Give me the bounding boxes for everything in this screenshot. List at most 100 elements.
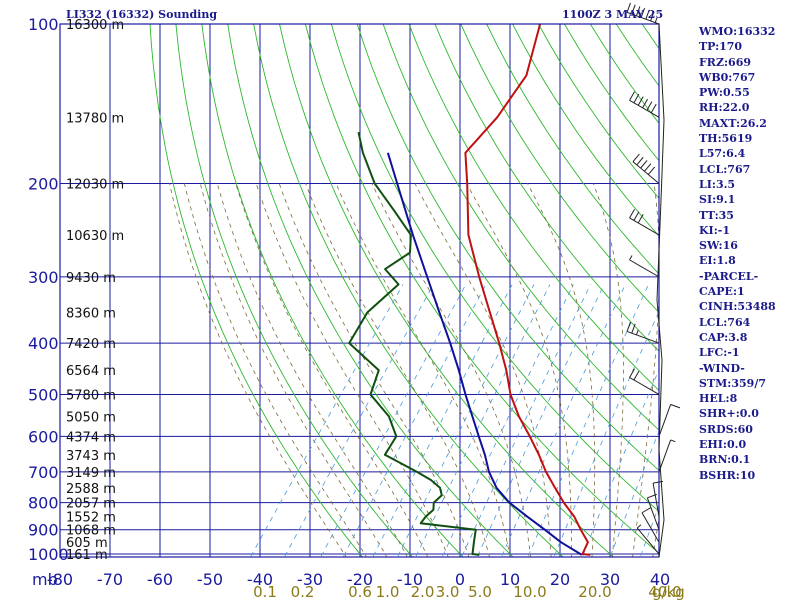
wind-barb-flag	[629, 208, 635, 219]
moist-adiabat	[278, 183, 470, 557]
wind-barb-flag	[632, 153, 640, 163]
index-line: STM:359/7	[699, 376, 766, 390]
mixing-ratio-label: 10.0	[513, 583, 546, 600]
moist-adiabat	[169, 183, 347, 557]
height-label: 1552 m	[66, 511, 116, 526]
height-label: 8360 m	[66, 306, 116, 321]
pressure-tick-label: 600	[28, 427, 59, 446]
temperature-tick-label: -40	[247, 570, 273, 589]
pressure-tick-label: 200	[28, 175, 59, 194]
moist-adiabat	[371, 183, 532, 557]
wind-barb-half	[629, 255, 633, 261]
height-label: 2588 m	[66, 482, 116, 497]
height-label: 3743 m	[66, 449, 116, 464]
moist-adiabat	[527, 183, 596, 557]
wind-barb-flag	[633, 93, 640, 104]
temperature-tick-label: 0	[455, 570, 465, 589]
index-line: CAPE:1	[699, 285, 745, 299]
mixing-ratio-line	[441, 284, 574, 557]
pressure-tick-label: 1000	[28, 545, 69, 564]
mixing-ratio-line	[553, 310, 659, 557]
wind-barb	[658, 404, 672, 437]
index-line: EHI:0.0	[699, 438, 747, 452]
mixing-ratio-label: 0.1	[253, 583, 277, 600]
temperature-tick-label: 40	[650, 570, 670, 589]
index-line: CINH:53488	[699, 300, 776, 314]
wind-barb-flag	[647, 166, 656, 175]
temperature-tick-label: 20	[550, 570, 570, 589]
moist-adiabat	[466, 183, 572, 557]
moist-adiabat	[305, 183, 490, 557]
height-label: 10630 m	[66, 229, 124, 244]
mixing-ratio-line	[415, 284, 551, 557]
wind-barb	[626, 11, 660, 25]
index-line: -WIND-	[699, 361, 745, 375]
mixing-ratio-label: 1.0	[376, 583, 400, 600]
wind-barb	[652, 483, 660, 517]
mixing-ratio-label: 2.0	[411, 583, 435, 600]
index-line: BRN:0.1	[699, 453, 751, 467]
temperature-tick-label: 30	[600, 570, 620, 589]
plot-area	[60, 24, 659, 557]
dry-adiabat	[434, 24, 659, 352]
moist-adiabat	[184, 183, 368, 557]
moist-adiabat	[414, 183, 552, 557]
dewpoint-line	[348, 131, 480, 556]
mixing-ratio-line	[609, 430, 659, 557]
pressure-tick-label: 900	[28, 521, 59, 540]
moist-adiabat	[593, 183, 624, 557]
mixing-ratio-label: 3.0	[436, 583, 460, 600]
wind-barb-flag	[646, 101, 653, 111]
index-line: -PARCEL-	[699, 269, 759, 283]
wind-barb-flag	[640, 7, 646, 18]
wind-barb-flag	[637, 213, 644, 224]
wind-barb-flag	[629, 368, 635, 378]
wind-barb-flag	[644, 163, 652, 172]
dry-adiabat	[149, 24, 364, 557]
mixing-ratio-label: 0.2	[291, 583, 315, 600]
wind-barb-flag	[631, 4, 636, 15]
height-label: 5780 m	[66, 388, 116, 403]
index-line: LFC:-1	[699, 346, 740, 360]
mixing-ratio-line	[461, 284, 591, 557]
index-line: TT:35	[699, 208, 734, 222]
dry-adiabat	[408, 24, 659, 392]
wind-barb	[646, 497, 660, 530]
moist-adiabat	[216, 183, 408, 557]
moist-adiabat	[235, 183, 429, 557]
index-line: HEL:8	[699, 392, 738, 406]
wind-barb-flag	[633, 371, 640, 381]
wind-barb-flag	[640, 160, 648, 169]
dry-adiabat	[201, 24, 464, 557]
index-line: EI:1.8	[699, 254, 736, 268]
index-line: PW:0.55	[699, 86, 750, 100]
height-label: 16300 m	[66, 18, 124, 33]
wind-barb-half	[636, 524, 642, 529]
temperature-tick-label: -80	[47, 570, 73, 589]
height-label: 6564 m	[66, 364, 116, 379]
mixing-ratio-line	[283, 284, 434, 557]
parcel-line	[386, 152, 583, 556]
mixing-ratio-line	[372, 284, 513, 557]
dry-adiabat	[486, 24, 659, 275]
mixing-ratio-unit-label: g/kg	[652, 583, 685, 600]
wind-barb	[626, 330, 660, 344]
index-line: RH:22.0	[699, 101, 750, 115]
pressure-tick-label: 700	[28, 463, 59, 482]
temperature-tick-label: -30	[297, 570, 323, 589]
wind-barb	[629, 217, 660, 236]
dry-adiabat	[356, 24, 659, 472]
wind-barb-flag	[631, 323, 636, 334]
dry-adiabat	[304, 24, 659, 554]
wind-barb-flag	[670, 404, 681, 409]
height-label: 605 m	[66, 536, 108, 551]
mixing-ratio-label: 0.6	[348, 583, 372, 600]
wind-barb-flag	[642, 98, 648, 109]
wind-barb-flag	[636, 156, 644, 166]
height-label: 1068 m	[66, 524, 116, 539]
temperature-tick-label: 10	[500, 570, 520, 589]
mixing-ratio-line	[500, 284, 626, 557]
mixing-ratio-line	[250, 284, 404, 557]
mixing-ratio-line	[639, 504, 659, 557]
